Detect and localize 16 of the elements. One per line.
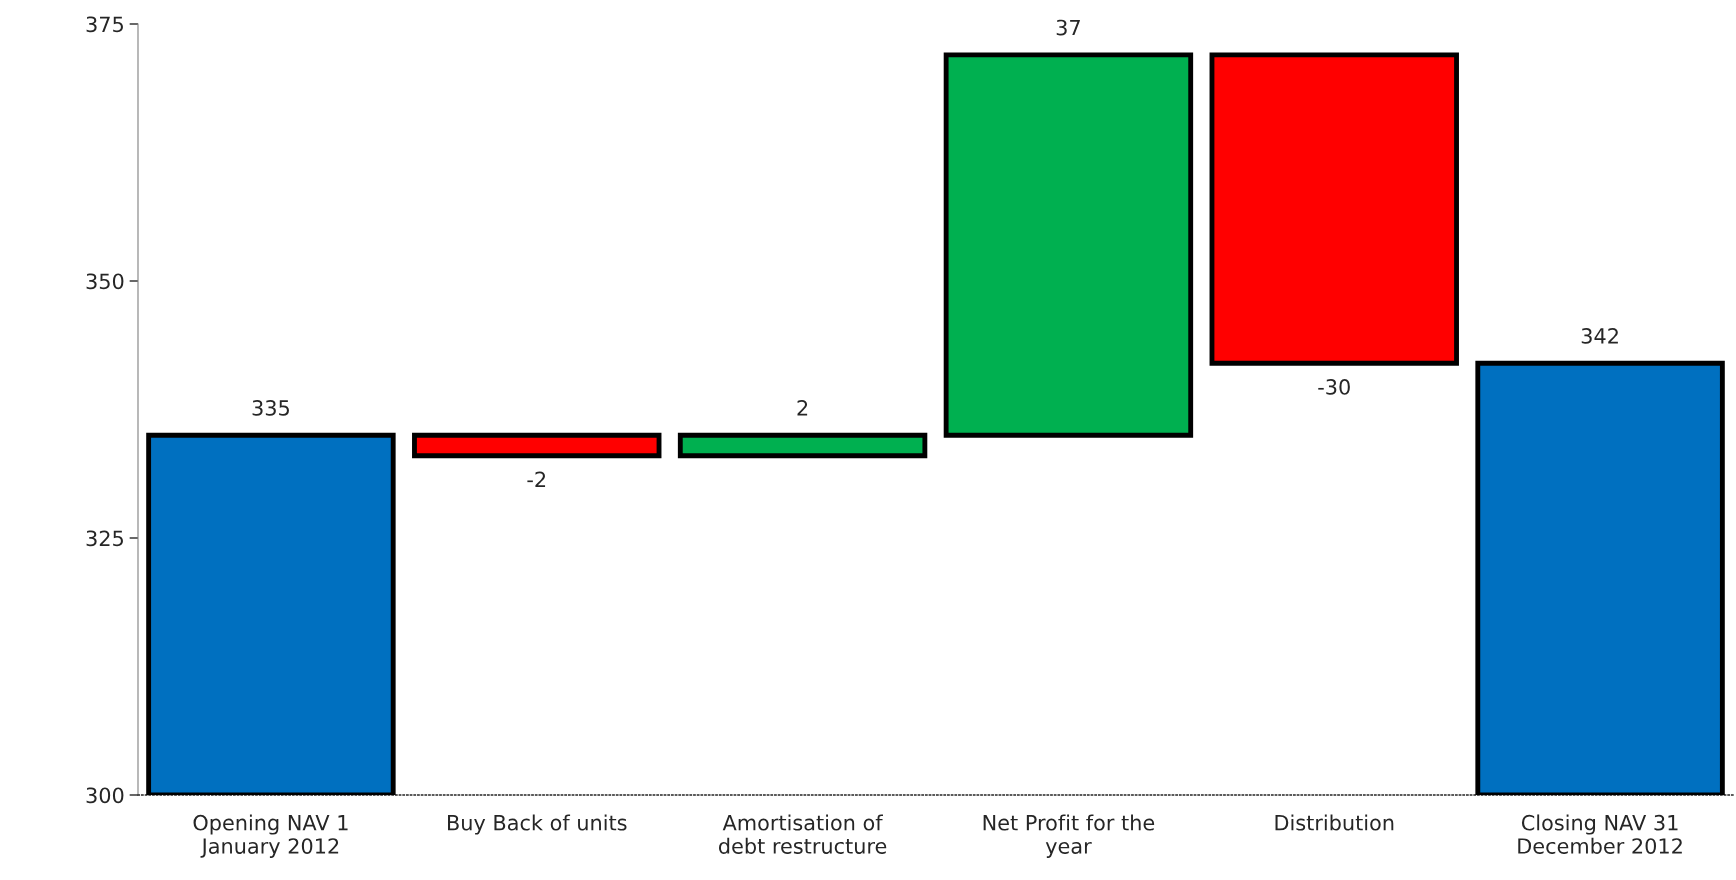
data-label: 335 bbox=[252, 399, 289, 416]
x-tick-label: Closing NAV 31 December 2012 bbox=[1518, 814, 1682, 854]
y-tick-label: 325 bbox=[86, 530, 123, 547]
data-label: 342 bbox=[1581, 328, 1618, 344]
x-tick-label: Opening NAV 1 January 2012 bbox=[193, 814, 348, 858]
data-label: -30 bbox=[1318, 379, 1350, 395]
x-tick-label: Distribution bbox=[1275, 814, 1394, 831]
x-tick-label: Amortisation of debt restructure bbox=[718, 814, 887, 854]
data-label: -2 bbox=[527, 471, 546, 488]
y-tick-label: 375 bbox=[86, 16, 123, 33]
data-label: 2 bbox=[797, 399, 808, 416]
x-tick-label: Buy Back of units bbox=[448, 814, 627, 835]
y-tick-label: 350 bbox=[86, 273, 124, 290]
y-tick-label: 300 bbox=[86, 787, 124, 804]
x-tick-label: Net Profit for the year bbox=[983, 814, 1155, 858]
data-label: 37 bbox=[1056, 19, 1080, 36]
